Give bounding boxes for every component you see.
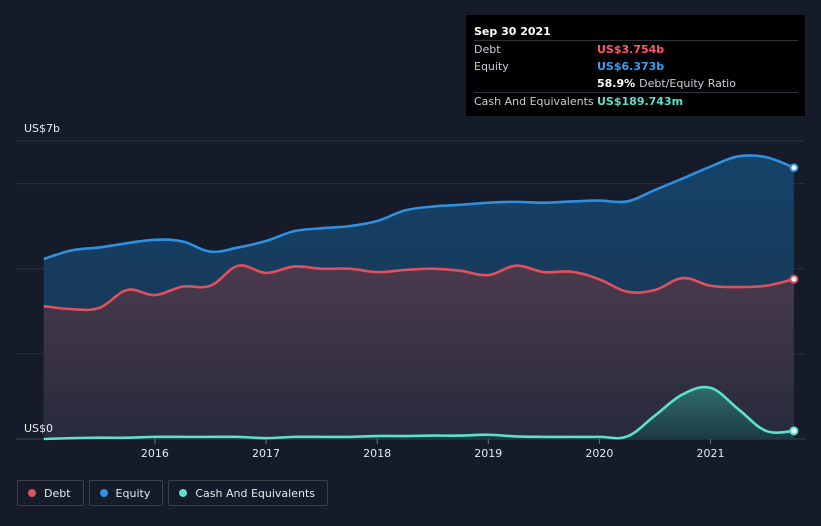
series-areas xyxy=(43,155,794,439)
y-tick-label-max: US$7b xyxy=(24,122,60,135)
legend-item-cash[interactable]: Cash And Equivalents xyxy=(168,480,328,506)
legend-label-equity: Equity xyxy=(115,486,151,500)
cash-dot-icon xyxy=(179,489,188,497)
cash-and-equivalents-end-point xyxy=(789,426,799,436)
tooltip-ratio-value: 58.9% xyxy=(597,77,636,90)
x-tick-label: 2019 xyxy=(474,447,502,460)
tooltip-date: Sep 30 2021 xyxy=(474,25,551,38)
tooltip-equity-value: US$6.373b xyxy=(597,60,665,73)
tooltip-row-cash: Cash And Equivalents US$189.743m xyxy=(474,92,798,110)
legend: Debt Equity Cash And Equivalents xyxy=(17,480,328,506)
legend-item-debt[interactable]: Debt xyxy=(17,480,84,506)
tooltip-panel: Sep 30 2021 Debt US$3.754b Equity US$6.3… xyxy=(466,15,805,116)
equity-dot-icon xyxy=(99,489,108,497)
end-markers xyxy=(789,163,799,436)
legend-label-debt: Debt xyxy=(44,486,71,500)
tooltip-ratio-label: Debt/Equity Ratio xyxy=(639,77,736,90)
tooltip-row-ratio: 58.9% Debt/Equity Ratio xyxy=(474,75,798,92)
tooltip-row-debt: Debt US$3.754b xyxy=(474,40,798,58)
cash-and-equivalents-line xyxy=(43,385,794,441)
debt-area xyxy=(43,265,794,439)
x-tick-label: 2017 xyxy=(252,447,280,460)
x-axis-ticks: 2016 2017 2018 2019 2020 2021 xyxy=(141,439,725,460)
legend-label-cash: Cash And Equivalents xyxy=(195,486,315,500)
debt-end-point xyxy=(789,274,799,284)
equity-end-point xyxy=(789,163,799,173)
x-tick-label: 2016 xyxy=(141,447,169,460)
series-lines xyxy=(43,154,795,441)
equity-line xyxy=(43,154,795,261)
x-tick-label: 2020 xyxy=(585,447,613,460)
tooltip-debt-label: Debt xyxy=(474,43,501,56)
tooltip-row-equity: Equity US$6.373b xyxy=(474,58,798,75)
x-tick-label: 2021 xyxy=(697,447,725,460)
tooltip-debt-value: US$3.754b xyxy=(597,43,665,56)
debt-dot-icon xyxy=(28,489,36,497)
y-tick-label-min: US$0 xyxy=(24,422,53,435)
tooltip-cash-label: Cash And Equivalents xyxy=(474,95,594,108)
x-tick-label: 2018 xyxy=(363,447,391,460)
tooltip-cash-value: US$189.743m xyxy=(597,95,684,108)
legend-item-equity[interactable]: Equity xyxy=(88,480,164,506)
debt-line xyxy=(43,264,795,312)
tooltip-equity-label: Equity xyxy=(474,60,509,73)
